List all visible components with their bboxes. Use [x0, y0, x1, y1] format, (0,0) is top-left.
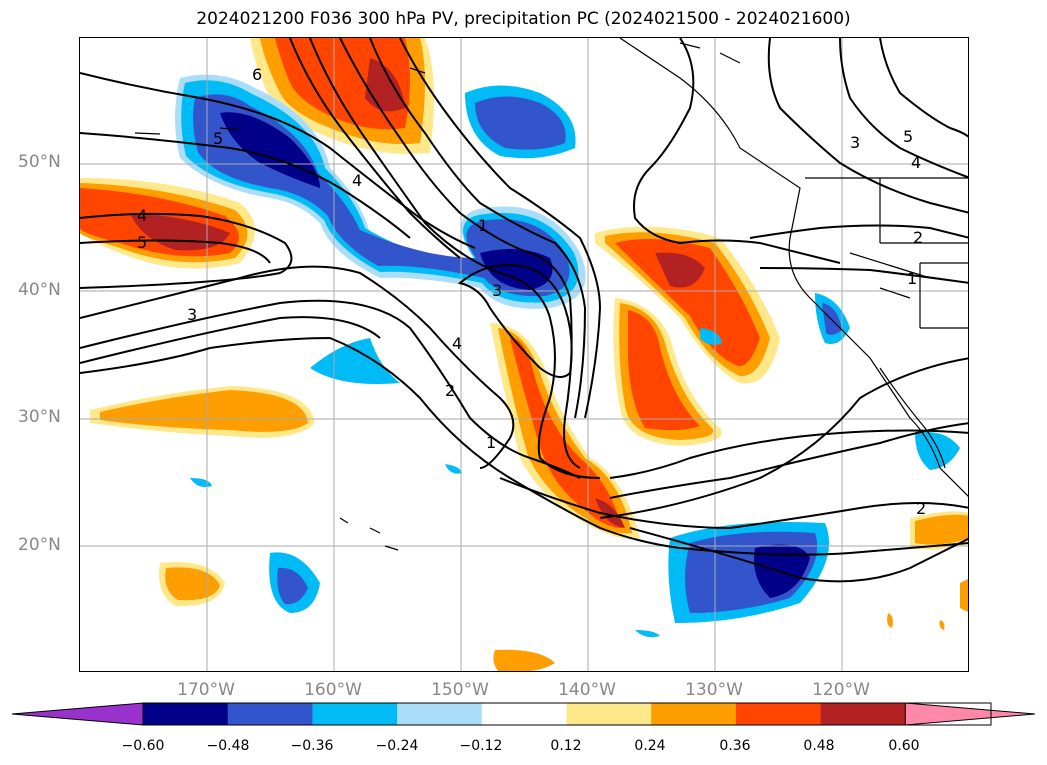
colorbar-tick: 0.12: [550, 738, 582, 754]
contour-label: 4: [352, 171, 362, 190]
colorbar-tick: −0.24: [375, 738, 419, 754]
colorbar-tick: −0.48: [206, 738, 250, 754]
contour-label: 3: [187, 305, 197, 324]
lon-label: 160°W: [304, 680, 362, 700]
contour-label: 1: [486, 433, 496, 452]
map-title: 2024021200 F036 300 hPa PV, precipitatio…: [196, 9, 851, 29]
lat-label: 50°N: [18, 152, 61, 172]
lon-label: 150°W: [431, 680, 489, 700]
lon-label: 120°W: [812, 680, 870, 700]
colorbar-cell: [566, 703, 652, 725]
contour-label: 6: [252, 65, 262, 84]
lon-label: 170°W: [177, 680, 235, 700]
graticule: [80, 38, 968, 671]
lat-label: 20°N: [18, 535, 61, 555]
contour-label: 5: [903, 127, 913, 146]
contour-label: 5: [213, 129, 223, 148]
contour-label: 3: [850, 133, 860, 152]
colorbar-tick: −0.12: [459, 738, 503, 754]
colorbar-tick: 0.60: [888, 738, 920, 754]
lat-label: 40°N: [18, 280, 61, 300]
colorbar-extend-low: [11, 702, 144, 726]
colorbar-cell: [143, 703, 229, 725]
contour-label: 1: [478, 216, 488, 235]
colorbar-cell: [227, 703, 313, 725]
map-canvas: 6 5 4 4 5 3 1 3 4 2 1 3 5 4 2 1 2: [80, 38, 968, 671]
lon-label: 130°W: [685, 680, 743, 700]
contour-labels: 6 5 4 4 5 3 1 3 4 2 1 3 5 4 2 1 2: [137, 65, 926, 518]
lon-label: 140°W: [558, 680, 616, 700]
colorbar-cell: [820, 703, 906, 725]
colorbar-tick: 0.24: [634, 738, 666, 754]
contour-label: 5: [137, 233, 147, 252]
colorbar-cell: [481, 703, 567, 725]
colorbar-tick: 0.36: [719, 738, 751, 754]
colorbar-tick: 0.48: [803, 738, 835, 754]
contour-label: 3: [492, 281, 502, 300]
colorbar-cell: [735, 703, 822, 725]
colorbar-cell: [651, 703, 737, 725]
contour-label: 4: [452, 334, 462, 353]
contour-label: 4: [911, 153, 921, 172]
contour-label: 2: [445, 381, 455, 400]
colorbar-cell: [312, 703, 398, 725]
contour-label: 1: [907, 269, 917, 288]
contour-label: 4: [137, 206, 147, 225]
negative-shading: [175, 74, 960, 638]
colorbar-tick: −0.36: [290, 738, 334, 754]
colorbar: [11, 702, 1036, 726]
contour-label: 2: [916, 499, 926, 518]
contour-label: 2: [913, 228, 923, 247]
lat-label: 30°N: [18, 407, 61, 427]
map-panel: 6 5 4 4 5 3 1 3 4 2 1 3 5 4 2 1 2: [79, 37, 969, 672]
colorbar-extend-high: [904, 702, 1036, 726]
colorbar-cell: [397, 703, 483, 725]
colorbar-tick: −0.60: [121, 738, 165, 754]
pv-contours: [80, 38, 968, 583]
